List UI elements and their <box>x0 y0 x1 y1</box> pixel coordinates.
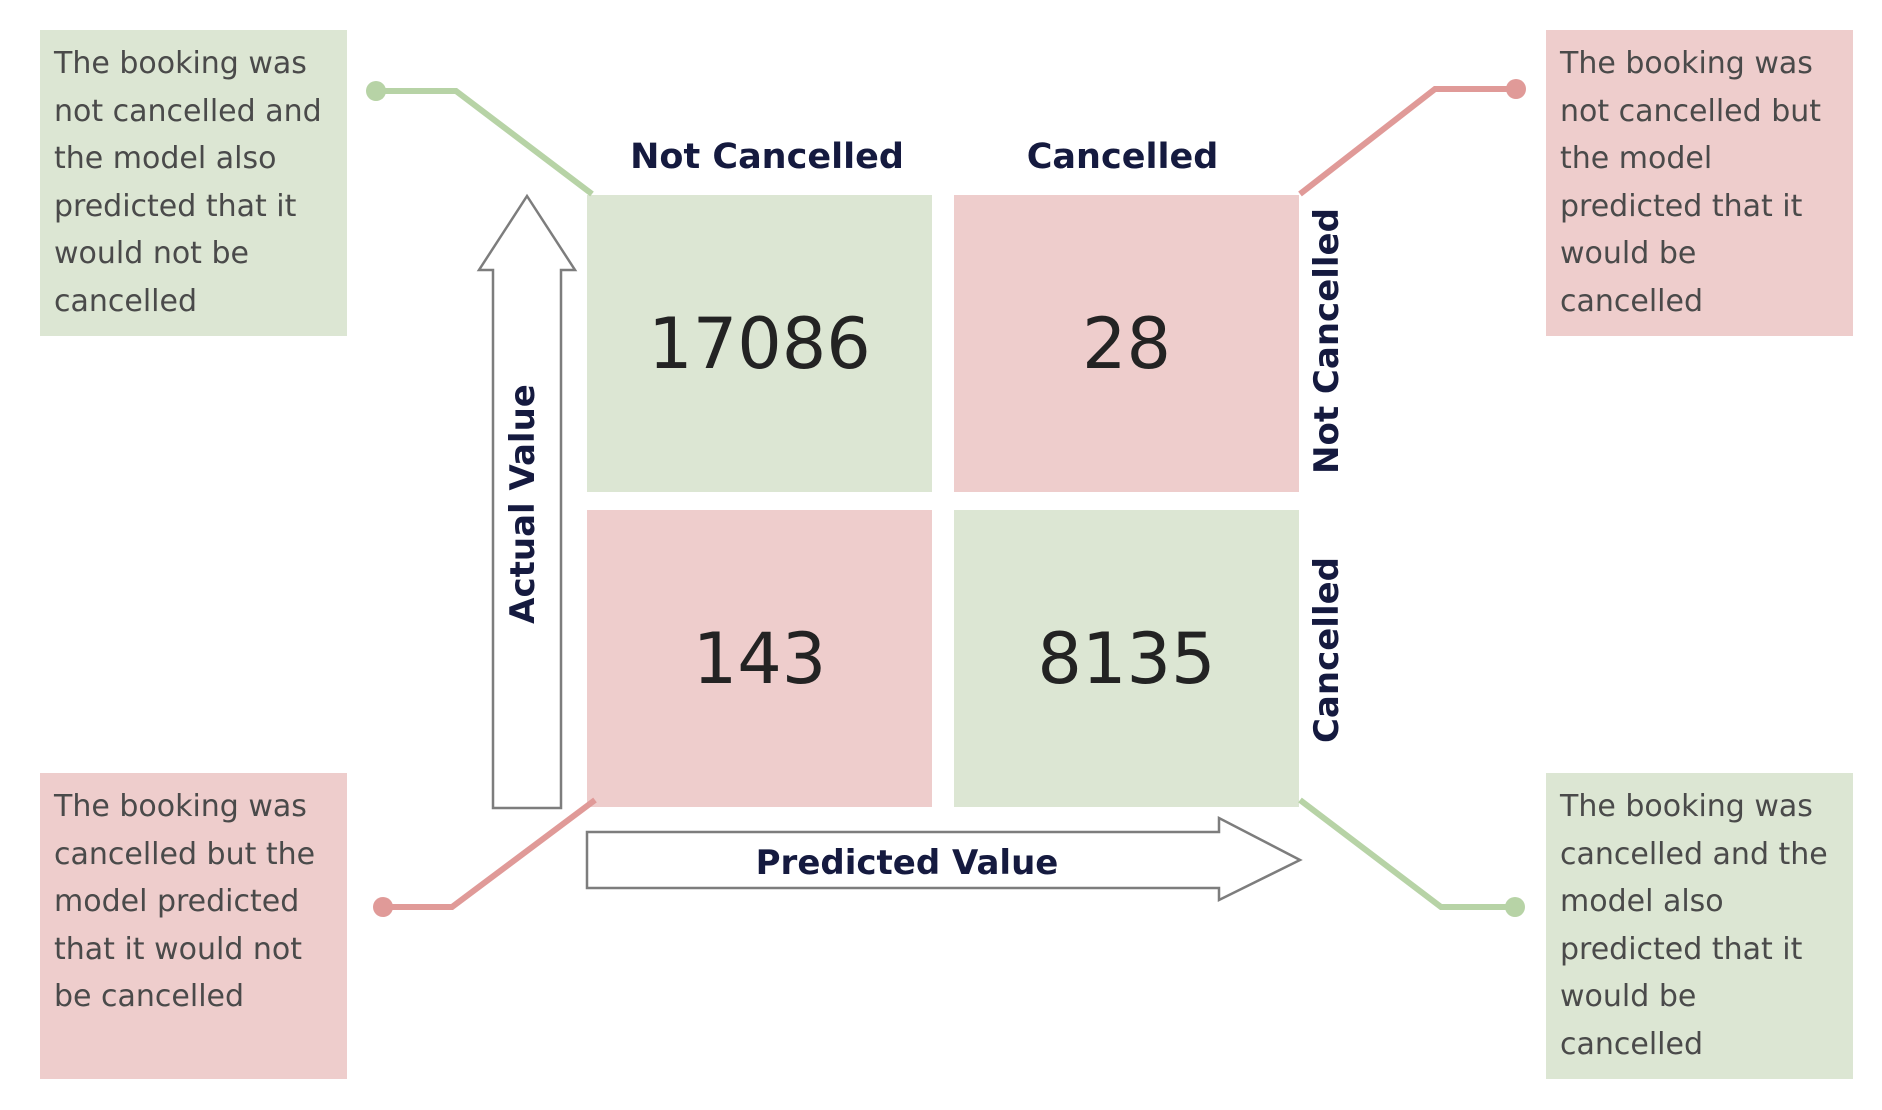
connector-top-right <box>1298 86 1516 197</box>
note-bottom-left: The booking was cancelled but the model … <box>40 773 347 1079</box>
actual-value-arrow <box>476 193 578 810</box>
axis-label-predicted-value: Predicted Value <box>755 843 1059 883</box>
cell-value: 143 <box>692 617 827 700</box>
connector-dot-bottom-right <box>1505 897 1525 917</box>
column-header-not-cancelled: Not Cancelled <box>630 137 904 177</box>
note-bottom-right: The booking was cancelled and the model … <box>1546 773 1853 1079</box>
axis-label-actual-value: Actual Value <box>503 384 543 624</box>
connector-bottom-left <box>383 797 597 910</box>
note-top-left: The booking was not cancelled and the mo… <box>40 30 347 336</box>
cell-value: 17086 <box>648 302 871 385</box>
connector-dot-bottom-left <box>373 897 393 917</box>
predicted-value-arrow <box>585 815 1303 903</box>
cell-value: 28 <box>1081 302 1172 385</box>
cell-true-negative: 17086 <box>587 195 932 492</box>
connector-dot-top-right <box>1506 79 1526 99</box>
row-header-not-cancelled: Not Cancelled <box>1307 208 1347 474</box>
cell-false-negative: 143 <box>587 510 932 807</box>
connector-bottom-right <box>1298 797 1515 910</box>
row-header-cancelled: Cancelled <box>1307 556 1347 744</box>
cell-true-positive: 8135 <box>954 510 1299 807</box>
connector-top-left <box>376 88 594 197</box>
note-top-right: The booking was not cancelled but the mo… <box>1546 30 1853 336</box>
connector-dot-top-left <box>366 81 386 101</box>
column-header-cancelled: Cancelled <box>1026 137 1219 177</box>
cell-false-positive: 28 <box>954 195 1299 492</box>
cell-value: 8135 <box>1037 617 1216 700</box>
